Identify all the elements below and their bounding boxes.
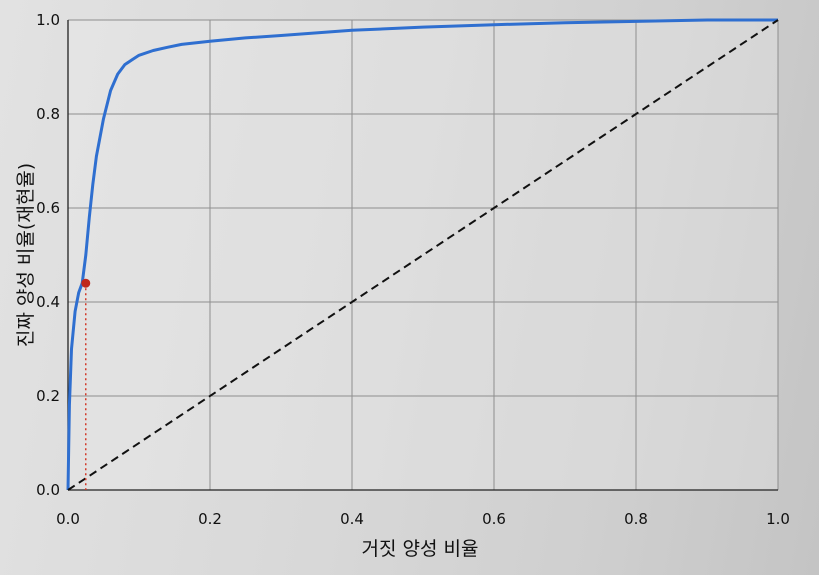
x-tick-label: 0.4 (340, 510, 364, 528)
y-tick-label: 0.2 (36, 387, 60, 405)
y-axis-label: 진짜 양성 비율(재현율) (15, 163, 37, 347)
tick-labels: 0.0 0.2 0.4 0.6 0.8 1.0 0.0 0.2 0.4 0.6 0.8 1.0 (36, 11, 790, 528)
x-tick-label: 0.8 (624, 510, 648, 528)
random-classifier-line (67, 19, 779, 491)
y-tick-label: 0.6 (36, 199, 60, 217)
x-axis-label: 거짓 양성 비율 (362, 538, 479, 560)
y-tick-label: 0.4 (36, 293, 60, 311)
plot-area (68, 20, 778, 490)
threshold-marker (81, 278, 91, 288)
series-layer (66, 18, 779, 491)
y-tick-label: 0.0 (36, 481, 60, 499)
x-tick-label: 0.0 (56, 510, 80, 528)
y-tick-label: 1.0 (36, 11, 60, 29)
x-tick-label: 0.2 (198, 510, 222, 528)
x-tick-label: 0.6 (482, 510, 506, 528)
y-tick-label: 0.8 (36, 105, 60, 123)
x-tick-label: 1.0 (766, 510, 790, 528)
